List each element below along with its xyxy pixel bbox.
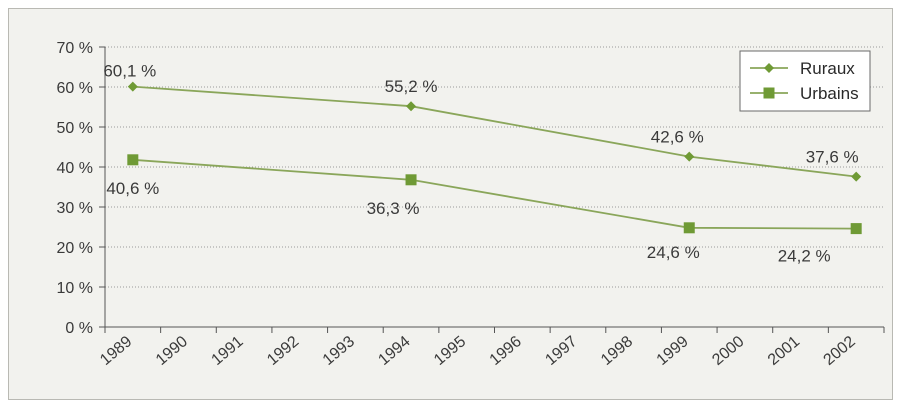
legend: Ruraux Urbains (739, 50, 871, 112)
data-point (405, 174, 417, 186)
x-tick-label: 2000 (709, 333, 747, 369)
x-tick-label: 1999 (654, 333, 692, 369)
y-tick-label: 0 % (65, 320, 93, 337)
series-lines (127, 81, 862, 235)
series-line-ruraux (132, 85, 857, 178)
data-label: 24,2 % (778, 247, 831, 266)
x-tick-label: 1990 (153, 333, 191, 369)
y-tick-label: 60 % (57, 80, 93, 97)
line-chart: 0 % 10 % 20 % 30 % 40 % 50 % 60 % 70 % 1989 1990… (57, 40, 885, 369)
legend-label: Urbains (800, 84, 859, 103)
y-tick-label: 70 % (57, 40, 93, 57)
chart-frame: 0 % 10 % 20 % 30 % 40 % 50 % 60 % 70 % 1989 1990… (8, 8, 893, 400)
axes (99, 46, 885, 333)
data-label: 24,6 % (647, 243, 700, 262)
data-label: 55,2 % (385, 77, 438, 96)
series-line-urbains (132, 158, 857, 230)
data-point (683, 222, 695, 234)
x-tick-label: 1996 (487, 333, 525, 369)
x-tick-label: 1991 (208, 333, 246, 369)
data-point (406, 101, 417, 112)
x-tick-label: 1989 (97, 333, 135, 369)
data-label: 36,3 % (367, 199, 420, 218)
y-tick-label: 50 % (57, 120, 93, 137)
y-tick-label: 40 % (57, 160, 93, 177)
x-tick-label: 1992 (264, 333, 302, 369)
x-tick-label: 2002 (821, 333, 859, 369)
x-tick-label: 1998 (598, 333, 636, 369)
data-point (850, 223, 862, 235)
y-tick-labels: 0 % 10 % 20 % 30 % 40 % 50 % 60 % 70 % (57, 40, 93, 337)
y-tick-label: 20 % (57, 240, 93, 257)
data-label: 42,6 % (651, 128, 704, 147)
data-point (851, 171, 862, 182)
data-point (127, 154, 139, 166)
data-label: 40,6 % (106, 179, 159, 198)
x-tick-labels: 1989 1990 1991 1992 1993 1994 1995 1996 1997 1998… (97, 333, 859, 369)
legend-marker (764, 63, 774, 73)
data-point (684, 151, 695, 162)
data-labels: 60,1 % 55,2 % 42,6 % 37,6 % 40,6 % 36,3 % 24,6… (103, 62, 858, 266)
data-label: 60,1 % (103, 62, 156, 81)
y-tick-label: 30 % (57, 200, 93, 217)
legend-marker (763, 87, 775, 99)
y-tick-label: 10 % (57, 280, 93, 297)
x-tick-label: 1995 (431, 333, 469, 369)
x-tick-label: 1994 (375, 333, 413, 369)
x-tick-label: 1997 (542, 333, 580, 369)
legend-box (739, 50, 871, 112)
x-tick-label: 2001 (765, 333, 803, 369)
x-tick-label: 1993 (320, 333, 358, 369)
data-point (127, 81, 138, 92)
data-label: 37,6 % (806, 148, 859, 167)
legend-label: Ruraux (800, 59, 855, 78)
